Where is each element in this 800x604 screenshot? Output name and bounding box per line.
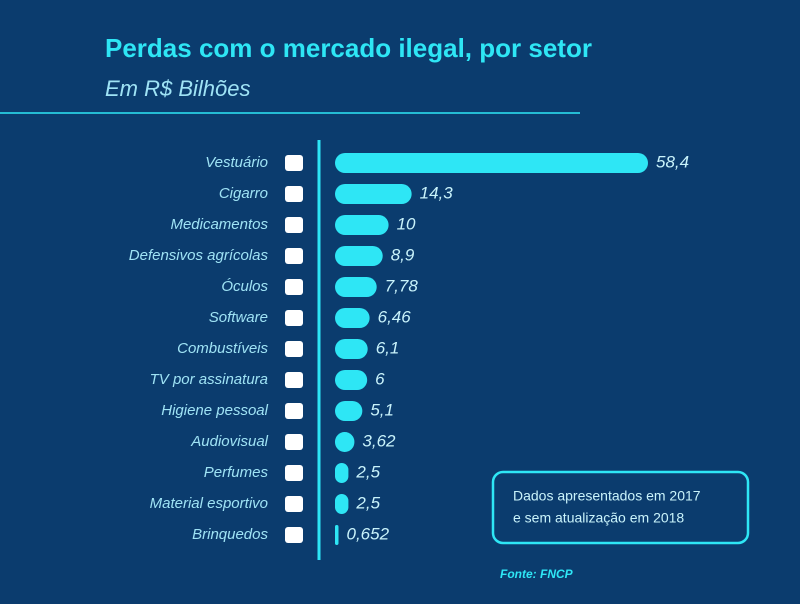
category-label: TV por assinatura: [150, 371, 268, 388]
chart-subtitle: Em R$ Bilhões: [105, 76, 251, 101]
category-icon: [285, 155, 303, 171]
note-line: e sem atualização em 2018: [513, 510, 684, 526]
category-label: Brinquedos: [192, 526, 268, 543]
category-icon: [285, 527, 303, 543]
category-label: Defensivos agrícolas: [129, 247, 269, 264]
category-icon: [285, 341, 303, 357]
bar: [335, 463, 349, 483]
value-label: 3,62: [362, 431, 396, 450]
value-label: 5,1: [370, 400, 394, 419]
value-label: 6,46: [378, 307, 412, 326]
chart-title: Perdas com o mercado ilegal, por setor: [105, 33, 592, 63]
value-label: 7,78: [385, 276, 419, 295]
value-label: 2,5: [355, 462, 380, 481]
category-icon: [285, 403, 303, 419]
category-icon: [285, 279, 303, 295]
bar: [335, 246, 383, 266]
category-icon: [285, 248, 303, 264]
value-label: 6,1: [376, 338, 400, 357]
category-icon: [285, 217, 303, 233]
category-label: Perfumes: [204, 464, 269, 481]
note-line: Dados apresentados em 2017: [513, 488, 701, 504]
value-label: 0,652: [346, 524, 389, 543]
category-label: Higiene pessoal: [161, 402, 268, 419]
value-label: 2,5: [355, 493, 380, 512]
bar: [335, 215, 389, 235]
category-label: Medicamentos: [170, 216, 268, 233]
category-icon: [285, 186, 303, 202]
value-label: 10: [397, 214, 416, 233]
category-label: Combustíveis: [177, 340, 268, 357]
bar: [335, 494, 349, 514]
category-label: Óculos: [221, 278, 268, 295]
value-label: 6: [375, 369, 385, 388]
category-icon: [285, 496, 303, 512]
bar: [335, 339, 368, 359]
category-icon: [285, 434, 303, 450]
bar: [335, 153, 648, 173]
category-icon: [285, 310, 303, 326]
category-label: Cigarro: [219, 185, 268, 202]
category-label: Software: [209, 309, 268, 326]
bar: [335, 277, 377, 297]
value-label: 58,4: [656, 152, 689, 171]
value-label: 14,3: [420, 183, 454, 202]
category-label: Material esportivo: [150, 495, 268, 512]
bar: [335, 525, 339, 545]
bar: [335, 370, 368, 390]
category-icon: [285, 465, 303, 481]
note-box: [491, 470, 750, 545]
source: Fonte: FNCP: [500, 567, 574, 581]
bar: [335, 401, 363, 421]
category-icon: [285, 372, 303, 388]
category-label: Vestuário: [205, 154, 268, 171]
bar: [335, 432, 355, 452]
bar: [335, 184, 412, 204]
value-label: 8,9: [391, 245, 415, 264]
category-label: Audiovisual: [190, 433, 268, 450]
bar: [335, 308, 370, 328]
